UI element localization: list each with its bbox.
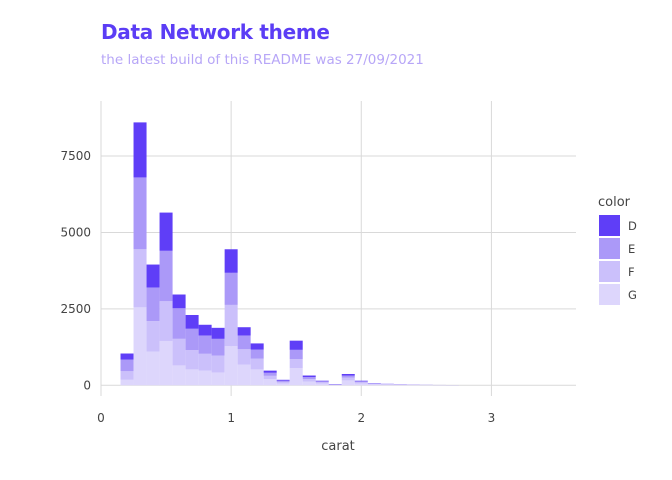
bar-segment-D [120, 353, 134, 360]
bar-segment-D [302, 375, 316, 378]
x-tick-label: 0 [97, 411, 105, 425]
bar-segment-G [133, 307, 147, 386]
bar-segment-F [120, 371, 134, 380]
bar-segment-F [263, 375, 277, 380]
bar-segment-G [185, 369, 199, 386]
histogram-bars [120, 122, 459, 386]
legend-label-E: E [628, 242, 635, 256]
bar-segment-E [133, 177, 147, 250]
bar-segment-G [250, 369, 264, 386]
legend-swatch-D [599, 215, 620, 236]
bar-segment-E [341, 375, 355, 378]
y-tick-label: 5000 [60, 225, 91, 239]
bar-segment-G [237, 364, 251, 386]
bar-segment-E [289, 349, 303, 360]
bar-segment-G [211, 372, 225, 386]
chart-subtitle: the latest build of this README was 27/0… [101, 52, 424, 68]
bar-segment-F [276, 381, 290, 384]
x-tick-label: 3 [488, 411, 496, 425]
bar-segment-D [276, 379, 290, 381]
bar-segment-D [250, 343, 264, 350]
bar-segment-G [276, 383, 290, 386]
bar-segment-G [341, 380, 355, 386]
bar-segment-F [354, 382, 368, 384]
bar-segment-G [263, 379, 277, 386]
axes: 0 2500 5000 7500 0 1 2 3 [60, 149, 495, 425]
chart-title: Data Network theme [101, 20, 330, 44]
legend-swatch-F [599, 261, 620, 282]
bar-segment-D [146, 264, 160, 288]
bar-segment-G [354, 383, 368, 386]
bar-segment-D [354, 380, 368, 382]
bar-segment-G [367, 384, 381, 386]
y-tick-label: 7500 [60, 149, 91, 163]
legend-label-G: G [628, 288, 637, 302]
bar-segment-D [211, 327, 225, 339]
x-tick-label: 2 [357, 411, 365, 425]
bar-segment-G [289, 368, 303, 386]
bar-segment-F [224, 304, 238, 347]
legend-label-D: D [628, 219, 637, 233]
bar-segment-E [146, 287, 160, 322]
bar-segment-F [237, 349, 251, 365]
x-tick-label: 1 [227, 411, 235, 425]
bar-segment-F [198, 353, 212, 371]
bar-segment-E [224, 272, 238, 305]
bar-segment-F [133, 249, 147, 308]
legend-swatch-G [599, 284, 620, 305]
bar-segment-F [341, 377, 355, 381]
bar-segment-E [263, 372, 277, 376]
bar-segment-G [224, 346, 238, 386]
bar-segment-D [172, 294, 186, 309]
bar-segment-E [120, 359, 134, 372]
bar-segment-D [159, 212, 173, 251]
bar-segment-D [341, 373, 355, 376]
bar-segment-G [302, 381, 316, 386]
bar-segment-G [380, 384, 394, 386]
bar-segment-E [172, 308, 186, 339]
bar-segment-G [315, 383, 329, 386]
y-tick-label: 0 [83, 378, 91, 392]
bar-segment-F [367, 383, 381, 385]
bar-segment-D [185, 314, 199, 329]
bar-segment-E [159, 250, 173, 302]
bar-segment-G [146, 351, 160, 386]
bar-segment-G [198, 370, 212, 386]
bar-segment-F [211, 355, 225, 373]
bar-segment-D [289, 340, 303, 350]
y-tick-label: 2500 [60, 302, 91, 316]
bar-segment-F [146, 321, 160, 352]
bar-segment-D [315, 380, 329, 382]
bar-segment-F [250, 358, 264, 370]
bar-segment-E [302, 377, 316, 380]
bar-segment-F [159, 301, 173, 341]
legend-title: color [598, 195, 631, 210]
bar-segment-E [354, 381, 368, 383]
bar-segment-E [185, 328, 199, 351]
legend-label-F: F [628, 265, 635, 279]
bar-segment-F [289, 359, 303, 369]
bar-segment-E [250, 349, 264, 359]
legend-swatch-E [599, 238, 620, 259]
bar-segment-G [172, 365, 186, 386]
bar-segment-F [185, 350, 199, 370]
bar-segment-D [237, 327, 251, 336]
bar-segment-F [172, 338, 186, 366]
bar-segment-G [120, 379, 134, 386]
bar-segment-D [224, 249, 238, 273]
bar-segment-E [211, 338, 225, 356]
bar-segment-D [263, 370, 277, 373]
bar-segment-E [198, 335, 212, 354]
bar-segment-E [276, 380, 290, 382]
bar-segment-F [315, 382, 329, 384]
bar-segment-D [133, 122, 147, 178]
bar-segment-E [237, 335, 251, 350]
x-axis-title: carat [321, 439, 355, 454]
bar-segment-D [198, 324, 212, 336]
bar-segment-F [302, 379, 316, 382]
bar-segment-E [315, 381, 329, 383]
bar-segment-G [159, 340, 173, 386]
